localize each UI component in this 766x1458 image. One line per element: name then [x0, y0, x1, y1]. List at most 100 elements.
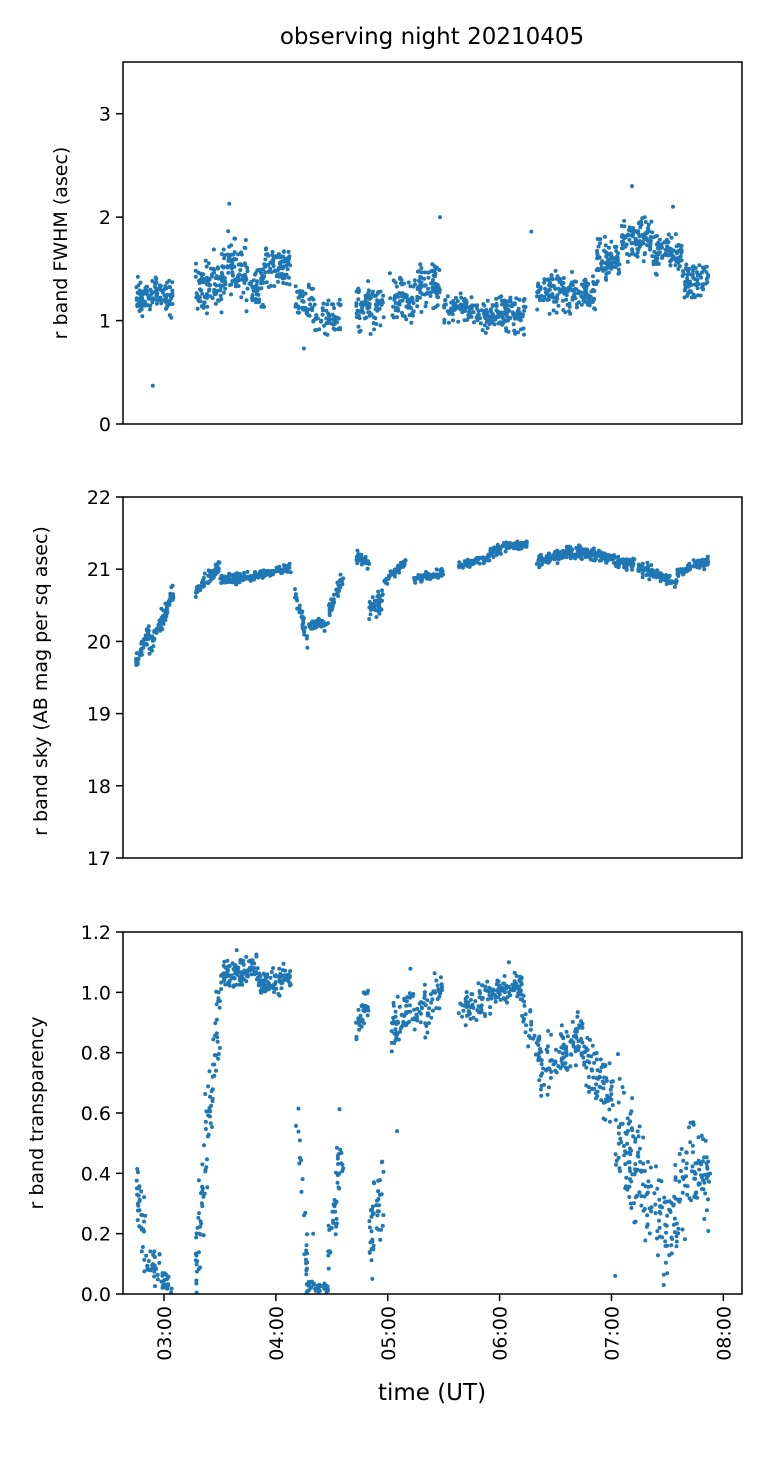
transparency-point: [616, 1131, 621, 1136]
transparency-y-axis-label: r band transparency: [26, 1016, 48, 1209]
fwhm-point: [599, 265, 604, 270]
fwhm-point: [193, 268, 198, 273]
transparency-point: [706, 1197, 710, 1202]
sky-point: [647, 569, 652, 574]
fwhm-point: [587, 303, 592, 308]
sky-point: [338, 578, 343, 582]
transparency-point: [663, 1260, 668, 1265]
transparency-point: [232, 976, 237, 981]
transparency-point: [145, 1263, 150, 1268]
sky-point: [512, 544, 517, 549]
sky-point: [656, 572, 661, 577]
transparency-point: [434, 978, 439, 983]
sky-point: [314, 619, 319, 624]
transparency-point: [370, 1239, 375, 1244]
fwhm-point: [154, 301, 159, 306]
sky-point: [691, 564, 696, 569]
fwhm-point: [381, 315, 386, 320]
fwhm-point: [201, 302, 206, 307]
sky-point: [309, 626, 314, 631]
transparency-point: [169, 1286, 174, 1291]
transparency-point: [539, 1084, 544, 1088]
sky-point: [503, 549, 508, 554]
fwhm-point: [683, 266, 688, 271]
fwhm-point: [223, 280, 228, 285]
fwhm-point: [623, 244, 628, 249]
fwhm-point: [680, 274, 685, 278]
fwhm-point: [550, 292, 555, 297]
fwhm-point: [542, 294, 547, 299]
sky-point: [521, 541, 526, 545]
sky-point: [496, 547, 501, 551]
sky-point: [335, 592, 340, 597]
transparency-point: [239, 979, 244, 984]
sky-point: [434, 567, 439, 572]
fwhm-point: [360, 310, 365, 315]
fwhm-point: [630, 249, 635, 254]
fwhm-point: [207, 277, 212, 282]
fwhm-point: [445, 294, 450, 299]
fwhm-point: [165, 301, 170, 306]
transparency-point: [703, 1191, 708, 1196]
fwhm-point: [634, 237, 638, 242]
fwhm-point: [364, 315, 369, 320]
fwhm-point: [685, 282, 690, 286]
transparency-point: [160, 1279, 165, 1284]
transparency-point: [317, 1284, 322, 1289]
transparency-point: [305, 1251, 309, 1256]
fwhm-point: [206, 261, 211, 266]
transparency-point: [636, 1134, 641, 1139]
transparency-point: [217, 1046, 222, 1050]
transparency-point: [616, 1100, 621, 1105]
fwhm-point: [308, 302, 313, 307]
transparency-point: [142, 1219, 146, 1224]
sky-point: [555, 561, 560, 566]
fwhm-point: [510, 310, 515, 315]
transparency-point: [303, 1257, 308, 1262]
transparency-point: [662, 1195, 667, 1200]
sky-point: [312, 625, 317, 630]
sky-point: [231, 573, 235, 578]
sky-point: [331, 603, 335, 608]
fwhm-point: [366, 279, 371, 284]
transparency-point: [646, 1159, 650, 1164]
transparency-point: [381, 1213, 386, 1218]
fwhm-point: [280, 265, 285, 270]
fwhm-point: [512, 302, 517, 307]
fwhm-point: [410, 313, 415, 318]
sky-point: [194, 588, 199, 593]
transparency-point: [148, 1249, 153, 1254]
transparency-point: [477, 989, 482, 993]
transparency-point: [592, 1086, 597, 1091]
fwhm-point: [140, 314, 145, 319]
sky-point: [616, 565, 621, 570]
sky-point: [355, 548, 360, 553]
fwhm-point: [551, 308, 556, 313]
transparency-point: [341, 1166, 346, 1171]
transparency-point: [404, 1003, 409, 1008]
transparency-point: [696, 1158, 701, 1163]
sky-point: [160, 627, 165, 632]
transparency-point: [693, 1171, 698, 1176]
fwhm-point: [451, 318, 455, 323]
transparency-point: [630, 1096, 635, 1101]
fwhm-point: [651, 262, 656, 267]
sky-point: [573, 556, 578, 561]
sky-point: [370, 595, 375, 600]
transparency-point: [589, 1068, 594, 1073]
fwhm-point: [570, 270, 574, 274]
transparency-point: [210, 1125, 214, 1129]
fwhm-point: [165, 280, 169, 285]
transparency-point: [553, 1060, 558, 1065]
transparency-point: [695, 1195, 700, 1200]
fwhm-point: [423, 283, 428, 288]
transparency-point: [199, 1221, 204, 1226]
transparency-point: [690, 1164, 695, 1169]
fwhm-point: [310, 308, 315, 313]
sky-point: [676, 574, 681, 578]
fwhm-point: [335, 315, 340, 320]
transparency-point: [656, 1253, 660, 1258]
fwhm-point: [231, 252, 236, 257]
sky-point: [221, 578, 226, 583]
fwhm-point: [241, 290, 246, 295]
